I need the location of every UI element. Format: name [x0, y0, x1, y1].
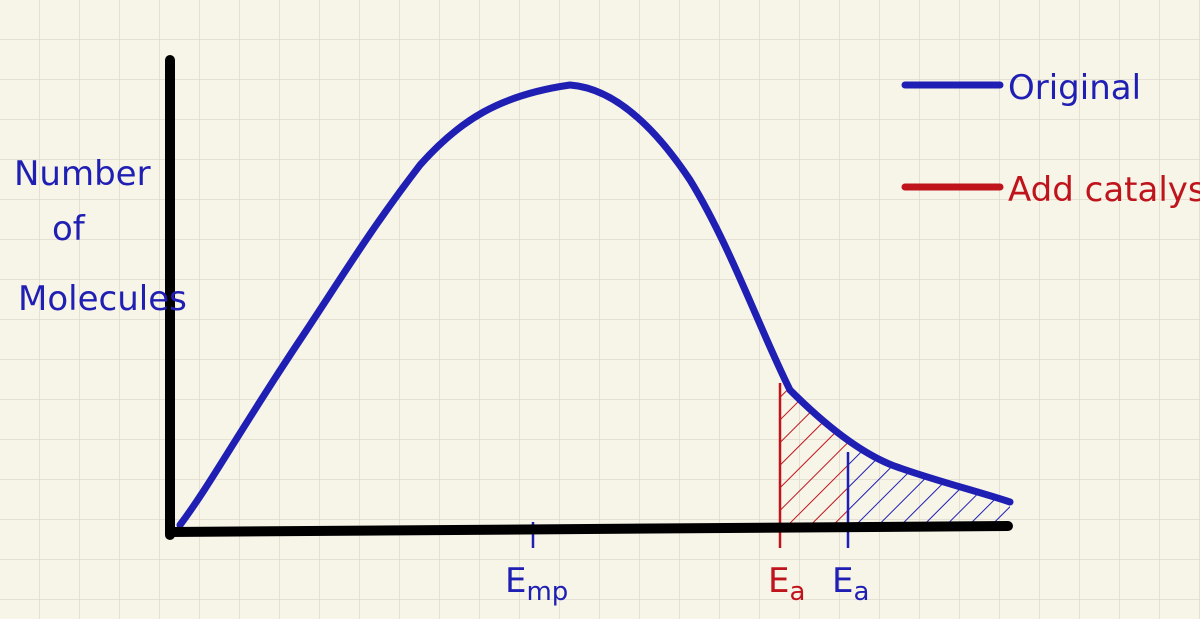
marker-symbol: E	[505, 561, 526, 601]
marker-label: Ea	[768, 561, 805, 607]
y-axis-label: Number of Molecules	[14, 154, 187, 319]
energy-markers: Emp Ea Ea	[505, 561, 869, 607]
y-label-line: of	[52, 209, 86, 249]
marker-label: Emp	[505, 561, 568, 607]
marker-subscript: mp	[526, 577, 568, 607]
y-label-line: Number	[14, 154, 151, 194]
y-label-line: Molecules	[18, 279, 187, 319]
marker-subscript: a	[853, 577, 869, 607]
marker-label: Ea	[832, 561, 869, 607]
distribution-curve	[176, 81, 1014, 529]
legend: Original Add catalyst	[901, 68, 1200, 210]
legend-label: Add catalyst	[1008, 170, 1200, 210]
x-axis	[165, 521, 1013, 537]
legend-label: Original	[1008, 68, 1141, 108]
marker-subscript: a	[789, 577, 805, 607]
marker-symbol: E	[768, 561, 789, 601]
marker-symbol: E	[832, 561, 853, 601]
